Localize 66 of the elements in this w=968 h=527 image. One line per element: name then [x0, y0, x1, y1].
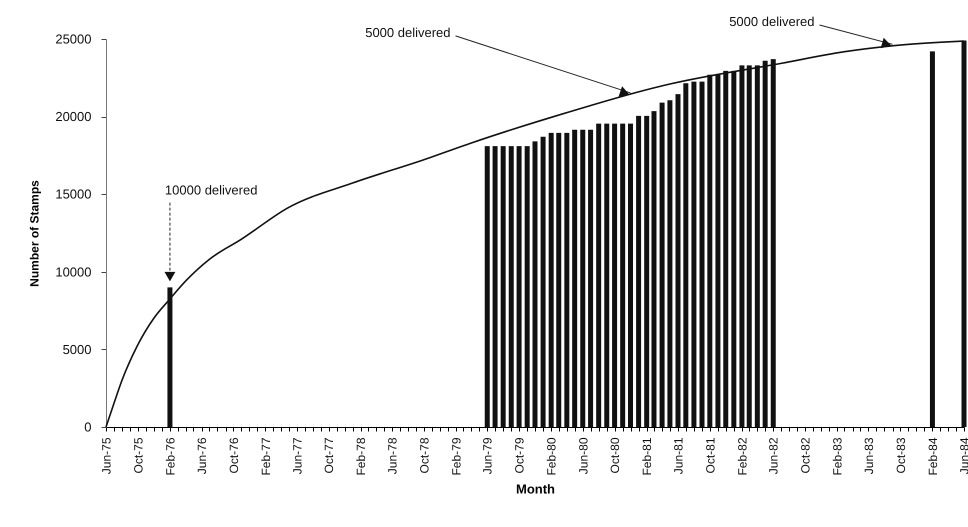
x-tick-label: Oct-77: [322, 437, 336, 474]
bar: [572, 130, 578, 427]
bar: [604, 124, 610, 427]
y-tick-label: 10000: [55, 264, 92, 280]
x-axis-title: Month: [516, 482, 556, 497]
x-tick-label: Oct-75: [131, 437, 146, 474]
x-tick-label: Oct-78: [417, 437, 432, 474]
x-tick-label: Jun-78: [386, 437, 400, 474]
bar: [667, 100, 672, 427]
x-tick-label: Jun-75: [100, 437, 114, 474]
bar: [484, 146, 490, 427]
x-tick-label: Oct-80: [608, 437, 622, 474]
bar: [588, 130, 594, 427]
x-tick-label: Oct-81: [703, 437, 718, 474]
bar: [500, 146, 506, 427]
bar: [620, 124, 626, 427]
x-tick-label: Jun-77: [290, 437, 304, 474]
y-axis-title: Number of Stamps: [27, 180, 42, 287]
x-tick-label: Feb-81: [640, 437, 654, 476]
y-tick-label: 0: [84, 420, 92, 434]
bar: [644, 116, 650, 427]
bar: [564, 132, 570, 427]
x-tick-label: Oct-83: [894, 437, 908, 474]
bar: [651, 111, 656, 427]
x-tick-label: Jun-82: [766, 437, 781, 474]
bar: [508, 146, 514, 427]
annotation: 5000 delivered: [365, 24, 451, 40]
annotation: 5000 delivered: [729, 14, 814, 29]
x-tick-label: Feb-79: [449, 437, 464, 476]
x-tick-label: Feb-76: [163, 437, 178, 476]
bar: [516, 146, 522, 427]
bar: [636, 116, 642, 427]
x-tick-label: Feb-84: [926, 437, 940, 476]
x-tick-label: Jun-83: [862, 437, 876, 474]
x-tick-label: Jun-80: [576, 437, 590, 474]
bar: [548, 132, 554, 427]
y-tick-label: 15000: [55, 186, 92, 202]
bar: [660, 102, 665, 427]
x-tick-label: Feb-77: [258, 437, 273, 476]
x-tick-label: Feb-80: [544, 437, 559, 476]
x-tick-label: Oct-76: [226, 437, 241, 474]
x-tick-label: Oct-79: [512, 437, 527, 474]
y-tick-label: 25000: [55, 32, 92, 46]
bar: [492, 146, 498, 427]
bar: [532, 141, 538, 427]
y-tick-label: 5000: [62, 342, 92, 357]
y-tick-label: 20000: [55, 109, 92, 124]
bar: [700, 82, 705, 427]
x-tick-label: Feb-78: [354, 437, 368, 476]
bar: [524, 146, 530, 427]
bar: [612, 124, 618, 427]
bar: [930, 51, 935, 427]
x-tick-label: Jun-76: [195, 437, 210, 474]
bar: [540, 136, 546, 427]
x-tick-label: Jun-79: [480, 437, 495, 474]
x-tick-label: Feb-83: [830, 437, 845, 476]
bar: [628, 124, 634, 427]
x-tick-label: Oct-82: [798, 437, 813, 474]
x-tick-label: Feb-82: [735, 437, 750, 476]
bar: [556, 132, 562, 427]
bar: [596, 124, 602, 427]
bar: [580, 130, 586, 427]
x-tick-label: Jun-81: [672, 437, 686, 474]
annotation: 10000 delivered: [164, 182, 258, 198]
bar: [676, 94, 680, 427]
line-series: [105, 40, 965, 428]
